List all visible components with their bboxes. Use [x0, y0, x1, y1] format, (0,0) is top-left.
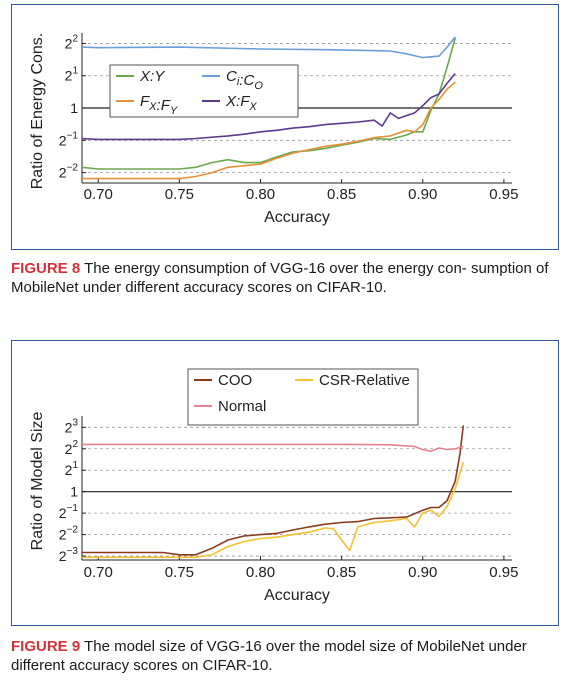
x-tick-label: 0.75 — [165, 186, 194, 203]
y-tick-label: 2−1 — [59, 503, 79, 521]
figure-9-panel: 2−3 2−2 2−1 1 21 22 23 0.70 0.75 0.80 0.85 0.90 0.95… — [11, 340, 559, 626]
legend-label: CSR-Relative — [319, 372, 410, 389]
x-tick-label: 0.85 — [327, 564, 356, 581]
figure-9-caption: FIGURE 9 The model size of VGG-16 over t… — [11, 637, 556, 675]
series-line — [82, 461, 465, 559]
y-axis-label: Ratio of Model Size — [29, 412, 46, 551]
y-tick-label: 1 — [70, 100, 78, 116]
y-axis-label: Ratio of Energy Cons. — [29, 33, 46, 190]
y-tick-label: 23 — [65, 417, 79, 435]
figure-8-label: FIGURE 8 — [11, 260, 81, 277]
x-tick-label: 0.75 — [165, 564, 194, 581]
series-line — [82, 72, 456, 141]
y-tick-label: 2−2 — [59, 163, 79, 181]
series-line — [82, 81, 456, 180]
legend-label: Ci:CO — [226, 68, 263, 92]
x-tick-label: 0.70 — [84, 564, 113, 581]
energy-ratio-chart: 2−2 2−1 1 21 22 0.70 0.75 0.80 0.85 0.90 0.95 Accur… — [29, 33, 518, 226]
y-tick-label: 2−1 — [59, 130, 79, 148]
x-tick-label: 0.90 — [408, 186, 437, 203]
y-tick-label: 2−2 — [59, 525, 79, 543]
series-line — [82, 37, 456, 170]
x-tick-label: 0.85 — [327, 186, 356, 203]
y-tick-label: 21 — [65, 66, 79, 84]
y-tick-label: 1 — [70, 484, 78, 500]
y-tick-label: 22 — [65, 439, 79, 457]
x-tick-label: 0.70 — [84, 186, 113, 203]
figure-8-caption-text: The energy consumption of VGG-16 over th… — [11, 260, 549, 296]
figure-9-caption-text: The model size of VGG-16 over the model … — [11, 638, 527, 674]
x-tick-label: 0.80 — [246, 186, 275, 203]
legend-label: X:FX — [225, 93, 257, 113]
series-line — [82, 425, 465, 556]
x-axis-label: Accuracy — [264, 587, 330, 604]
figure-8-caption: FIGURE 8 The energy consumption of VGG-1… — [11, 259, 556, 297]
x-tick-label: 0.90 — [408, 564, 437, 581]
legend-label: COO — [218, 372, 252, 389]
series-line — [82, 443, 464, 452]
legend-label: Normal — [218, 398, 266, 415]
legend-box — [187, 368, 419, 426]
y-tick-label: 22 — [65, 33, 79, 51]
legend: COO CSR-Relative Normal — [187, 368, 419, 426]
figure-9-label: FIGURE 9 — [11, 638, 81, 655]
legend-label: FX:FY — [140, 93, 178, 117]
x-tick-label: 0.95 — [489, 186, 518, 203]
series-line — [82, 36, 456, 59]
legend-label: X:Y — [139, 68, 165, 85]
legend: X:Y Ci:CO FX:FY X:FX — [109, 64, 299, 118]
y-tick-label: 2−3 — [59, 546, 79, 564]
y-tick-label: 21 — [65, 460, 79, 478]
x-axis-label: Accuracy — [264, 209, 330, 226]
x-tick-label: 0.80 — [246, 564, 275, 581]
figure-8-panel: 2−2 2−1 1 21 22 0.70 0.75 0.80 0.85 0.90 0.95 Accur… — [11, 4, 559, 250]
model-size-ratio-chart: 2−3 2−2 2−1 1 21 22 23 0.70 0.75 0.80 0.85 0.90 0.95… — [29, 368, 518, 604]
x-tick-label: 0.95 — [489, 564, 518, 581]
legend-box — [109, 64, 299, 118]
